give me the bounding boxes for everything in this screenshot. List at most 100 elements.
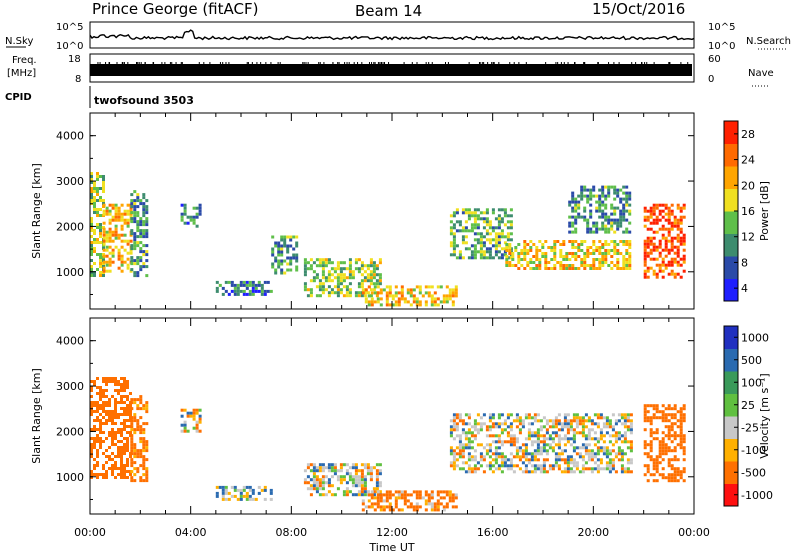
heatmap-cell	[139, 449, 143, 453]
heatmap-cell	[569, 419, 573, 423]
heatmap-cell	[105, 470, 108, 473]
heatmap-cell	[306, 463, 310, 467]
x-tick-label: 12:00	[376, 526, 408, 539]
heatmap-cell	[333, 463, 337, 467]
heatmap-cell	[452, 458, 456, 462]
heatmap-cell	[394, 294, 398, 298]
heatmap-cell	[646, 218, 650, 222]
heatmap-cell	[670, 440, 674, 444]
heatmap-cell	[397, 490, 401, 494]
heatmap-cell	[327, 466, 331, 470]
heatmap-cell	[553, 240, 557, 243]
heatmap-cell	[533, 464, 537, 468]
heatmap-cell	[363, 484, 367, 488]
heatmap-cell	[324, 493, 328, 497]
heatmap-cell	[467, 229, 471, 233]
heatmap-cell	[111, 230, 115, 234]
heatmap-cell	[673, 479, 677, 483]
heatmap-cell	[545, 431, 549, 435]
heatmap-cell	[108, 413, 111, 416]
heatmap-cell	[90, 386, 93, 389]
heatmap-cell	[93, 383, 96, 386]
heatmap-cell	[111, 473, 114, 476]
heatmap-cell	[93, 238, 96, 241]
heatmap-cell	[400, 508, 404, 512]
heatmap-cell	[658, 212, 662, 216]
heatmap-cell	[622, 197, 626, 201]
heatmap-cell	[277, 253, 281, 257]
heatmap-cell	[679, 431, 683, 435]
heatmap-cell	[452, 449, 456, 453]
heatmap-cell	[598, 264, 602, 267]
heatmap-cell	[566, 428, 570, 432]
heatmap-cell	[105, 404, 108, 407]
heatmap-cell	[186, 414, 190, 418]
heatmap-cell	[96, 464, 99, 467]
heatmap-cell	[473, 422, 477, 426]
heatmap-cell	[461, 419, 465, 423]
heatmap-cell	[289, 256, 293, 260]
heatmap-cell	[679, 440, 683, 444]
heatmap-cell	[442, 505, 446, 509]
heatmap-cell	[596, 467, 600, 471]
heatmap-cell	[145, 467, 149, 471]
heatmap-cell	[277, 250, 281, 254]
heatmap-cell	[625, 264, 629, 267]
heatmap-cell	[646, 251, 650, 255]
heatmap-cell	[470, 467, 474, 471]
heatmap-cell	[96, 178, 99, 181]
heatmap-cell	[327, 270, 331, 274]
heatmap-cell	[360, 264, 364, 268]
heatmap-cell	[488, 232, 492, 236]
heatmap-cell	[120, 455, 123, 458]
heatmap-cell	[583, 264, 587, 267]
heatmap-cell	[596, 446, 600, 450]
heatmap-cell	[327, 484, 331, 488]
heatmap-cell	[242, 280, 246, 284]
heatmap-cell	[565, 255, 569, 258]
heatmap-cell	[105, 377, 108, 380]
heatmap-cell	[614, 452, 618, 456]
heatmap-cell	[430, 297, 434, 301]
heatmap-cell	[96, 268, 99, 271]
heatmap-cell	[491, 425, 495, 429]
heatmap-cell	[473, 470, 477, 474]
heatmap-cell	[345, 481, 349, 485]
heatmap-cell	[664, 254, 668, 258]
heatmap-cell	[351, 466, 355, 470]
heatmap-cell	[251, 292, 255, 296]
heatmap-cell	[448, 297, 452, 301]
heatmap-cell	[442, 490, 446, 494]
heatmap-cell	[139, 425, 143, 429]
heatmap-cell	[538, 264, 542, 267]
heatmap-cell	[385, 496, 389, 500]
heatmap-cell	[375, 469, 379, 473]
heatmap-cell	[575, 422, 579, 426]
heatmap-cell	[354, 291, 358, 295]
heatmap-cell	[569, 470, 573, 474]
heatmap-cell	[357, 490, 361, 494]
heatmap-cell	[120, 467, 123, 470]
heatmap-cell	[230, 280, 234, 284]
heatmap-cell	[145, 217, 149, 221]
heatmap-cell	[315, 294, 319, 298]
heatmap-cell	[646, 239, 650, 243]
heatmap-cell	[424, 508, 428, 512]
heatmap-cell	[108, 416, 111, 419]
heatmap-cell	[452, 211, 456, 215]
heatmap-cell	[458, 253, 462, 257]
heatmap-cell	[590, 422, 594, 426]
heatmap-cell	[491, 458, 495, 462]
heatmap-cell	[427, 499, 431, 503]
heatmap-cell	[488, 250, 492, 254]
heatmap-cell	[590, 437, 594, 441]
heatmap-cell	[604, 212, 608, 216]
heatmap-cell	[461, 455, 465, 459]
heatmap-cell	[494, 449, 498, 453]
heatmap-cell	[664, 434, 668, 438]
heatmap-cell	[586, 197, 590, 201]
heatmap-cell	[667, 230, 671, 234]
heatmap-cell	[571, 246, 575, 249]
heatmap-cell	[385, 294, 389, 298]
heatmap-cell	[673, 470, 677, 474]
